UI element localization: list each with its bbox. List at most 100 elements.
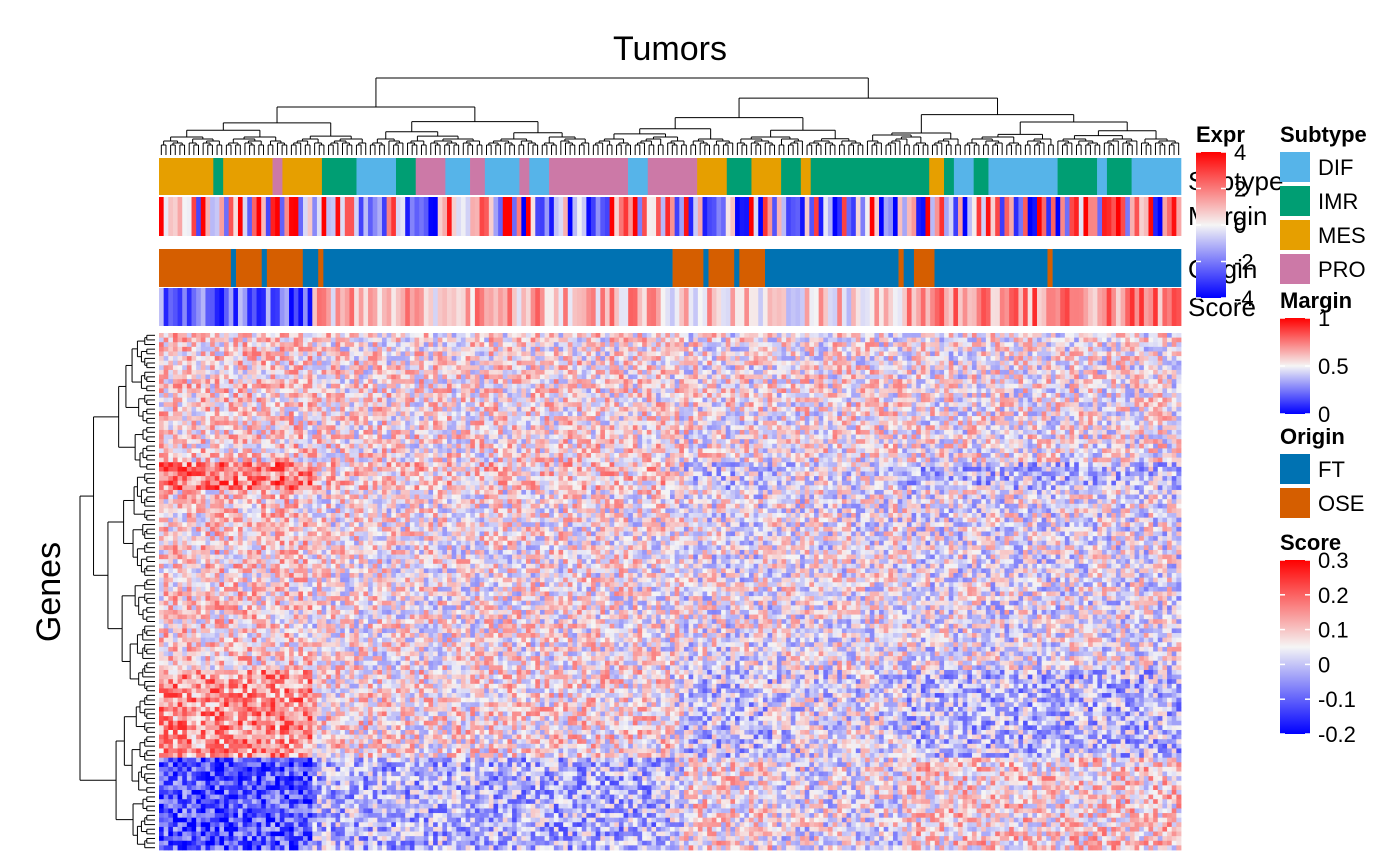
score-cell — [1018, 288, 1024, 326]
heatmap-cell — [456, 388, 462, 394]
heatmap-cell — [930, 337, 936, 343]
heatmap-cell — [177, 397, 183, 403]
heatmap-cell — [1102, 379, 1108, 385]
heatmap-cell — [604, 393, 611, 399]
heatmap-cell — [837, 397, 843, 403]
heatmap-cell — [521, 379, 527, 385]
heatmap-cell — [456, 397, 462, 403]
heatmap-cell — [237, 369, 244, 375]
heatmap-cell — [242, 369, 248, 375]
heatmap-cell — [614, 346, 620, 352]
score-cell — [572, 288, 578, 326]
heatmap-cell — [693, 337, 699, 343]
heatmap-cell — [484, 393, 490, 399]
heatmap-cell — [544, 406, 550, 412]
heatmap-cell — [679, 369, 685, 375]
margin-cell — [693, 197, 699, 236]
margin-cell — [214, 197, 220, 236]
score-cell — [442, 288, 448, 326]
heatmap-cell — [196, 388, 202, 394]
heatmap-cell — [800, 346, 806, 352]
subtype-segment — [1131, 158, 1182, 195]
heatmap-cell — [906, 346, 912, 352]
heatmap-cell — [391, 346, 397, 352]
heatmap-cell — [702, 388, 708, 394]
heatmap-cell — [219, 365, 225, 371]
heatmap-cell — [270, 346, 276, 352]
margin-cell — [851, 197, 857, 236]
heatmap-cell — [498, 360, 504, 366]
heatmap-cell — [953, 351, 959, 357]
heatmap-cell — [419, 374, 425, 380]
heatmap-cell — [251, 393, 257, 399]
heatmap-cell — [386, 393, 392, 399]
heatmap-cell — [316, 356, 322, 362]
heatmap-cell — [196, 393, 202, 399]
heatmap-cell — [790, 356, 796, 362]
margin-cell — [1129, 197, 1135, 236]
heatmap-cell — [1102, 351, 1108, 357]
score-cell — [818, 288, 824, 326]
heatmap-cell — [897, 379, 903, 385]
heatmap-cell — [804, 333, 810, 339]
heatmap-cell — [665, 365, 671, 371]
heatmap-cell — [428, 333, 434, 339]
heatmap-cell — [702, 356, 708, 362]
score-cell — [1032, 288, 1038, 326]
heatmap-cell — [702, 351, 708, 357]
heatmap-cell — [530, 383, 536, 389]
heatmap-cell — [1139, 346, 1145, 352]
margin-cell — [293, 197, 299, 236]
score-cell — [916, 288, 922, 326]
heatmap-cell — [293, 360, 299, 366]
heatmap-cell — [354, 369, 360, 375]
heatmap-cell — [600, 379, 606, 385]
heatmap-cell — [958, 397, 964, 403]
heatmap-cell — [600, 374, 606, 380]
heatmap-cell — [841, 346, 847, 352]
heatmap-cell — [916, 393, 922, 399]
heatmap-cell — [1074, 397, 1080, 403]
heatmap-cell — [512, 402, 518, 408]
score-cell — [316, 288, 322, 326]
heatmap-cell — [855, 383, 861, 389]
score-cell — [428, 288, 434, 326]
heatmap-cell — [985, 379, 991, 385]
heatmap-cell — [730, 379, 736, 385]
heatmap-cell — [809, 356, 815, 362]
heatmap-cell — [177, 406, 183, 412]
heatmap-cell — [911, 365, 917, 371]
heatmap-cell — [697, 365, 703, 371]
score-cell — [995, 288, 1001, 326]
heatmap-cell — [172, 374, 178, 380]
score-annotation-bar — [159, 288, 1182, 326]
heatmap-cell — [1088, 369, 1094, 375]
heatmap-cell — [693, 346, 699, 352]
heatmap-cell — [1092, 402, 1098, 408]
heatmap-cell — [1032, 365, 1038, 371]
heatmap-cell — [535, 383, 541, 389]
margin-cell — [330, 197, 336, 236]
heatmap-cell — [958, 388, 964, 394]
heatmap-cell — [1129, 351, 1135, 357]
heatmap-cell — [1148, 365, 1154, 371]
heatmap-cell — [265, 374, 271, 380]
heatmap-cell — [442, 369, 448, 375]
heatmap-cell — [289, 365, 295, 371]
heatmap-cell — [776, 346, 782, 352]
heatmap-cell — [1120, 383, 1126, 389]
heatmap-cell — [400, 360, 406, 366]
heatmap-cell — [577, 365, 583, 371]
heatmap-cell — [279, 360, 285, 366]
subtype-segment — [628, 158, 649, 195]
heatmap-cell — [521, 360, 527, 366]
heatmap-cell — [544, 383, 550, 389]
heatmap-cell — [827, 342, 833, 348]
heatmap-cell — [1083, 365, 1089, 371]
heatmap-cell — [748, 402, 755, 408]
heatmap-cell — [558, 379, 564, 385]
heatmap-cell — [656, 402, 662, 408]
heatmap-cell — [303, 393, 309, 399]
heatmap-cell — [502, 402, 508, 408]
score-cell — [1176, 288, 1182, 326]
